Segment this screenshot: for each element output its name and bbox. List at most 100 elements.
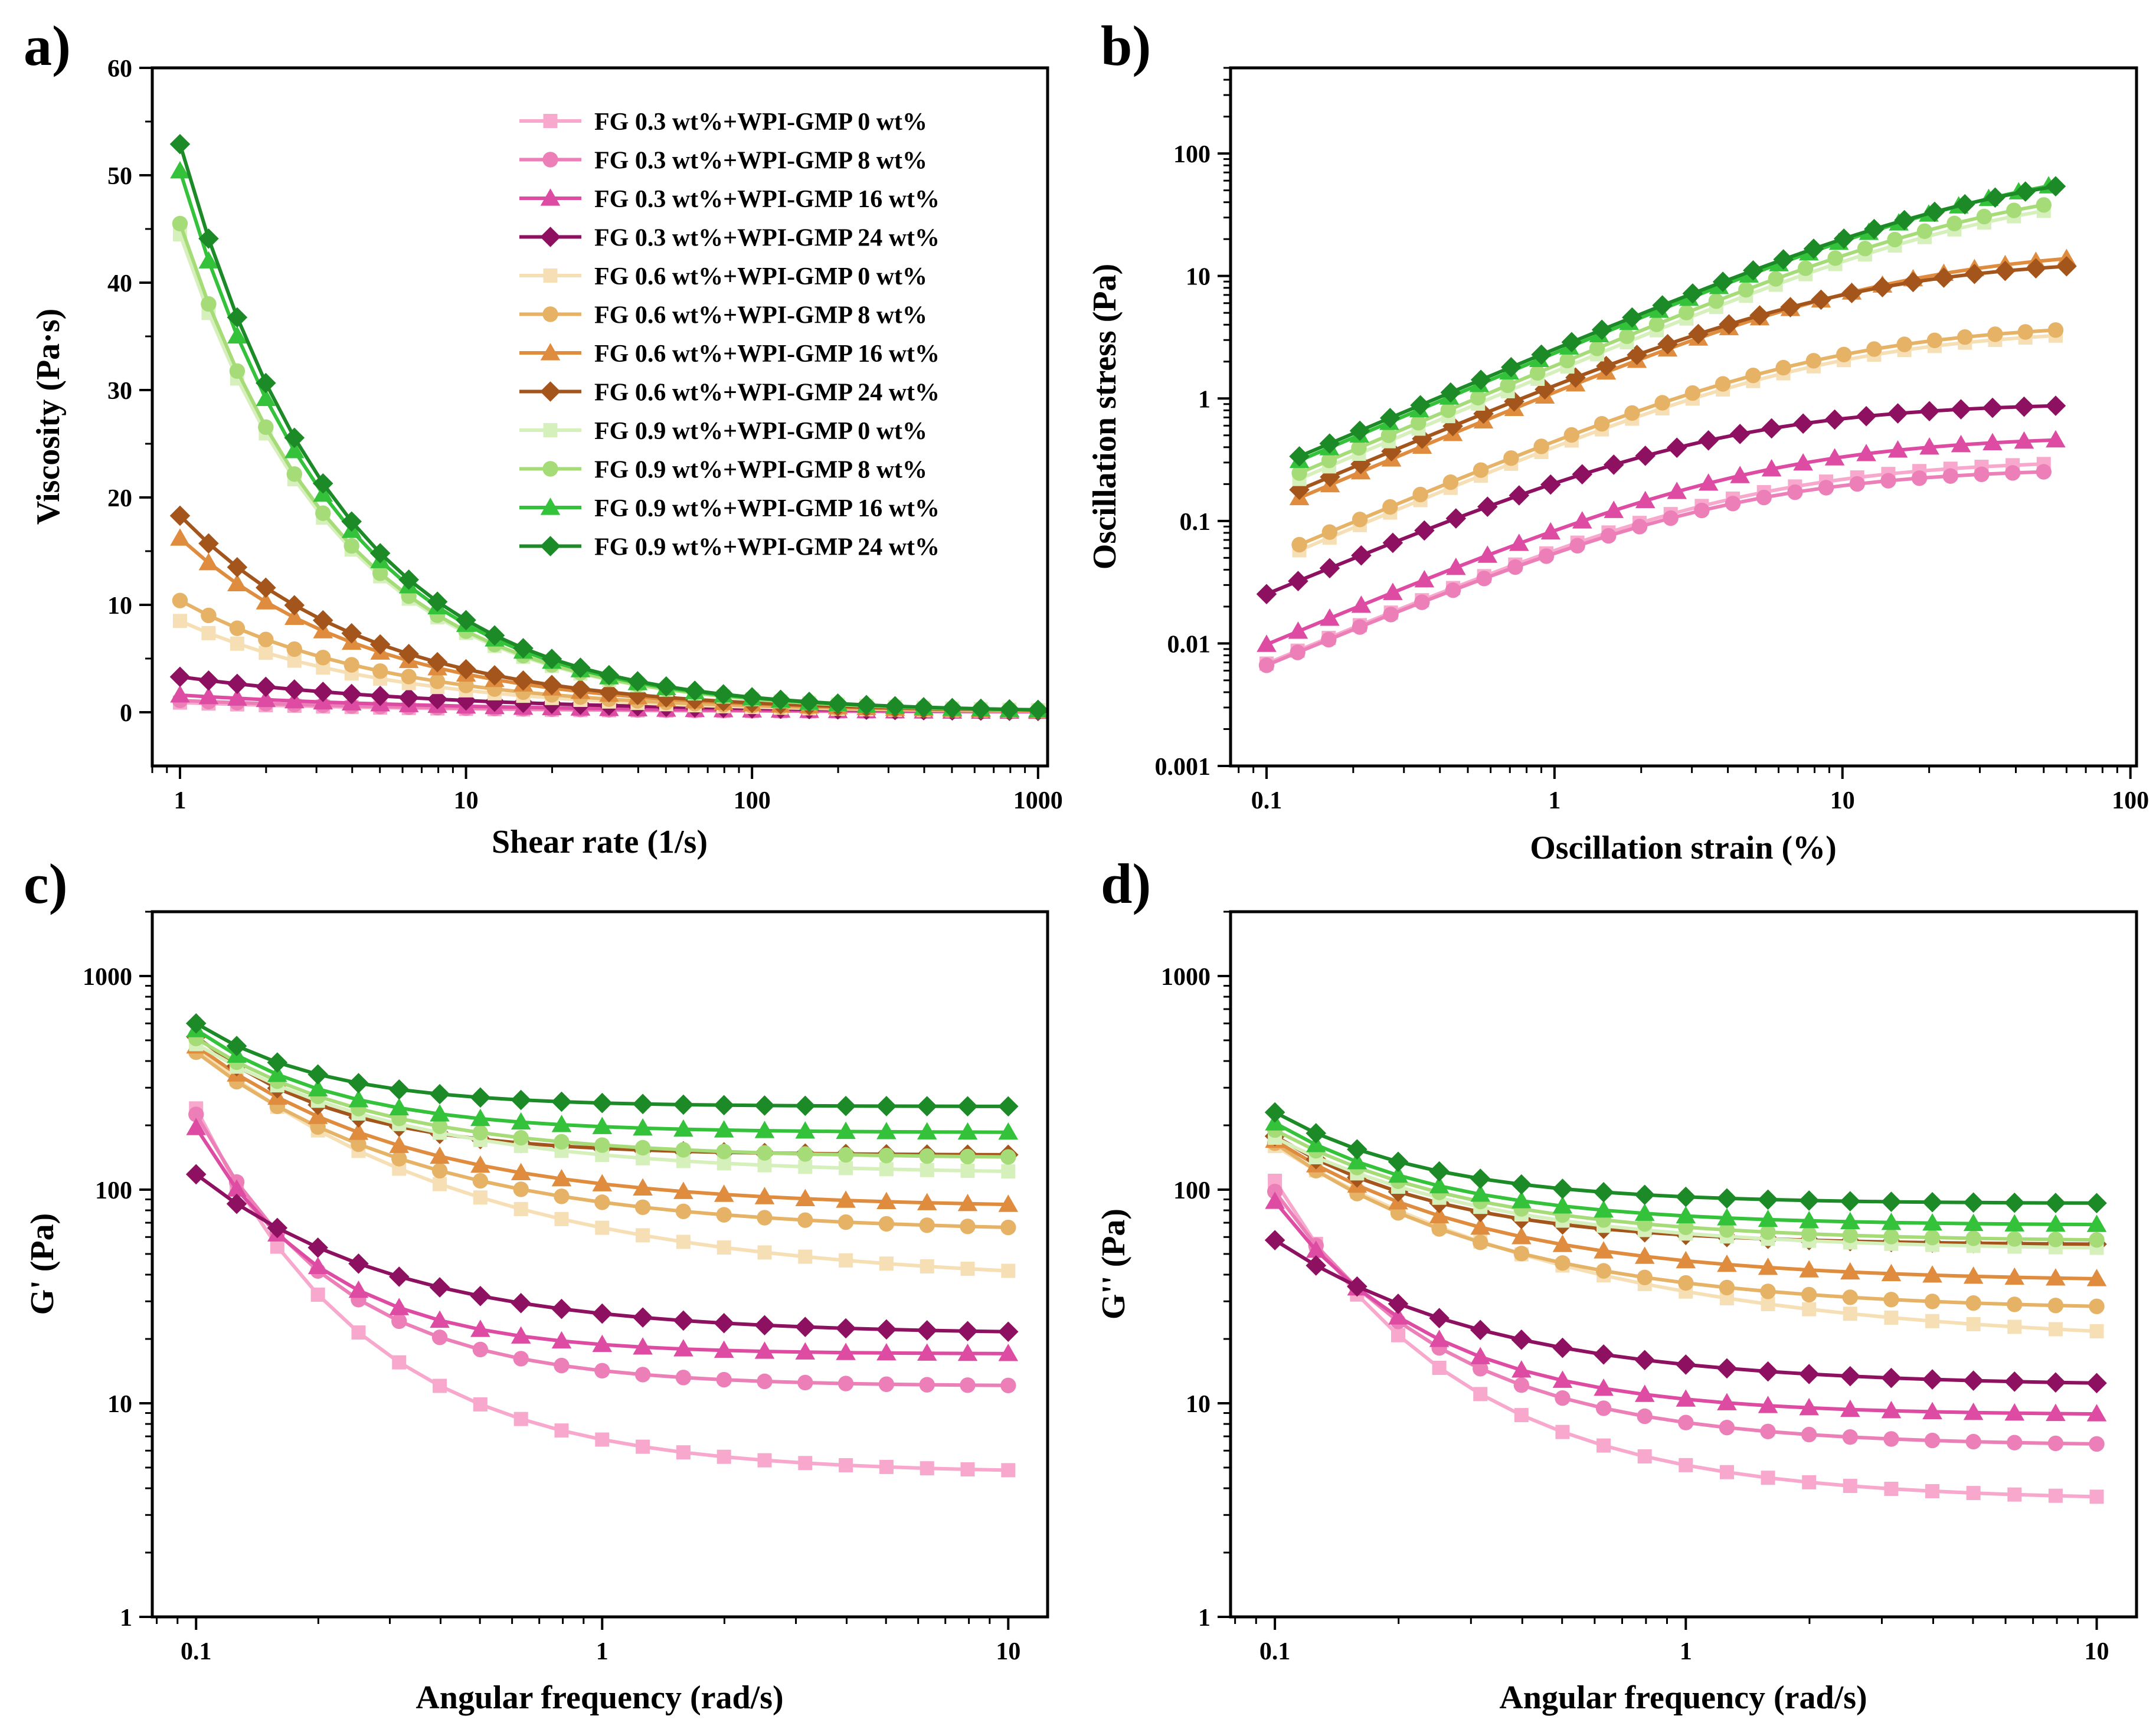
data-point — [2006, 202, 2022, 218]
data-point — [430, 1310, 450, 1328]
data-point — [341, 623, 362, 644]
data-point — [1513, 1246, 1530, 1262]
data-point — [170, 685, 190, 703]
data-point — [1803, 238, 1824, 259]
y-tick-label: 100 — [1173, 1177, 1210, 1204]
data-point — [369, 634, 391, 655]
data-point — [2004, 465, 2021, 481]
data-point — [1563, 427, 1580, 443]
data-point — [1470, 1319, 1491, 1341]
data-point — [1903, 271, 1923, 293]
x-tick-label: 1 — [174, 787, 186, 814]
data-point — [267, 1217, 288, 1239]
data-point — [1719, 1465, 1734, 1479]
data-point — [226, 1036, 247, 1056]
data-point — [1758, 1396, 1778, 1413]
panel-b: b) Oscillation strain (%) Oscillation st… — [1087, 14, 2149, 866]
data-point — [1883, 1229, 1899, 1245]
data-point — [757, 1453, 772, 1468]
data-point — [1595, 1400, 1612, 1416]
data-point — [1540, 474, 1561, 495]
data-point — [836, 1190, 856, 1208]
data-point — [307, 1256, 328, 1275]
data-point — [1349, 420, 1370, 441]
data-point — [1414, 570, 1435, 588]
data-point — [389, 1298, 410, 1315]
data-point — [919, 1148, 935, 1164]
data-point — [1849, 476, 1865, 492]
data-point — [1321, 453, 1337, 469]
data-point — [1676, 1186, 1696, 1207]
data-point — [1509, 485, 1530, 506]
data-point — [1347, 1139, 1367, 1160]
data-point — [1965, 1433, 1981, 1450]
data-point — [1963, 1266, 1984, 1284]
data-point — [998, 1122, 1019, 1140]
legend-entry: FG 0.6 wt%+WPI-GMP 8 wt% — [519, 302, 927, 329]
data-point — [1963, 1213, 1984, 1232]
data-point — [284, 441, 305, 459]
series-b-5 — [1291, 322, 2064, 553]
data-point — [256, 676, 276, 698]
legend-label: FG 0.6 wt%+WPI-GMP 16 wt% — [594, 340, 940, 368]
data-point — [1708, 293, 1725, 309]
data-point — [633, 1178, 653, 1196]
data-point — [1631, 519, 1648, 535]
data-point — [717, 1449, 731, 1464]
panel-d-xlabel: Angular frequency (rad/s) — [1499, 1679, 1867, 1716]
data-point — [1756, 489, 1772, 506]
data-point — [341, 511, 362, 532]
data-point — [1501, 357, 1522, 378]
data-point — [2014, 396, 2034, 417]
data-point — [2048, 1322, 2063, 1337]
x-tick-label: 10 — [1830, 787, 1855, 814]
data-point — [513, 1412, 528, 1426]
x-tick-label: 10 — [2085, 1638, 2109, 1665]
data-point — [1678, 1275, 1694, 1291]
data-point — [198, 228, 219, 249]
y-tick-label: 0.001 — [1155, 754, 1211, 781]
data-point — [1531, 344, 1552, 365]
data-point — [656, 676, 677, 697]
data-point — [999, 699, 1020, 720]
data-point — [1320, 608, 1340, 626]
data-point — [1798, 1364, 1820, 1384]
data-point — [398, 643, 419, 664]
data-point — [917, 1343, 937, 1361]
data-point — [369, 686, 391, 706]
data-point — [2089, 1232, 2105, 1248]
data-point — [1594, 415, 1610, 432]
data-point — [1470, 1217, 1491, 1235]
data-point — [1760, 1283, 1776, 1299]
data-point — [513, 670, 534, 691]
data-point — [1954, 194, 1975, 215]
data-point — [348, 1253, 369, 1274]
data-point — [1594, 1200, 1614, 1218]
panel-a-ylabel: Viscosity (Pa·s) — [30, 309, 67, 525]
data-point — [2045, 395, 2066, 416]
legend-label: FG 0.6 wt%+WPI-GMP 8 wt% — [594, 302, 927, 329]
data-point — [1264, 1230, 1285, 1250]
data-point — [1676, 1206, 1696, 1224]
data-point — [2004, 1192, 2025, 1213]
data-point — [797, 1146, 813, 1162]
data-point — [1951, 434, 1971, 453]
data-point — [676, 1445, 691, 1460]
data-point — [835, 1095, 856, 1116]
data-point — [286, 641, 303, 657]
data-point — [1382, 499, 1398, 515]
x-tick-label: 1 — [596, 1638, 608, 1665]
y-tick-label: 10 — [1186, 264, 1210, 291]
data-point — [1676, 1354, 1696, 1375]
data-point — [879, 1162, 894, 1177]
data-point — [876, 1122, 897, 1139]
data-point — [2045, 1372, 2066, 1393]
data-point — [312, 682, 333, 702]
data-point — [1793, 453, 1813, 471]
data-point — [798, 1160, 813, 1174]
data-point — [2086, 1373, 2107, 1394]
y-tick-label: 1 — [1198, 386, 1210, 413]
data-point — [876, 1319, 897, 1340]
data-point — [391, 1151, 407, 1167]
data-point — [942, 698, 963, 719]
